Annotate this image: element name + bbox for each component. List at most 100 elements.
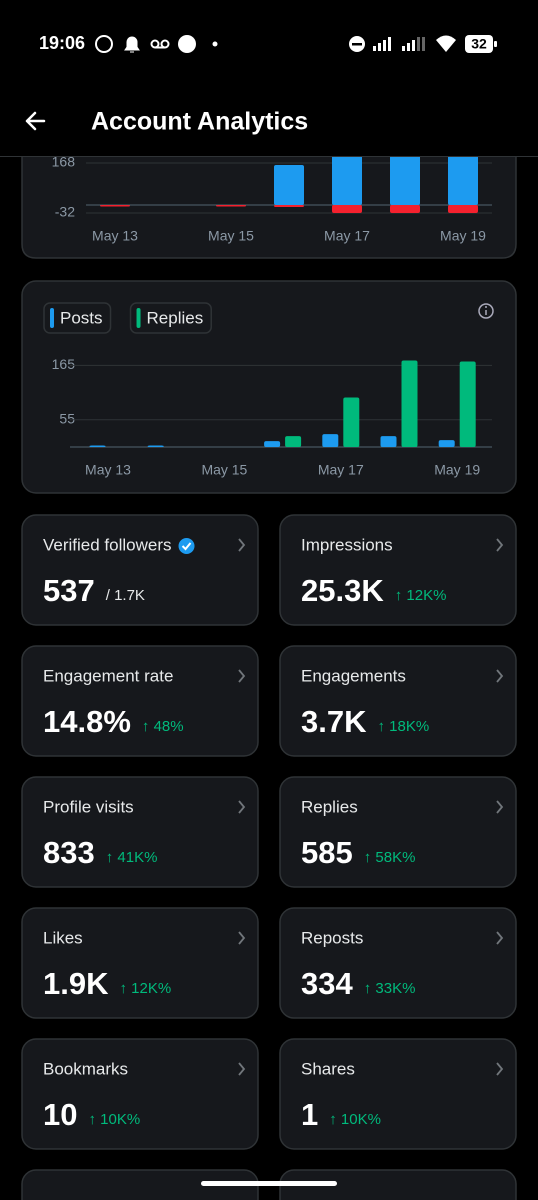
card-value: 537 xyxy=(43,573,95,608)
card-value: 3.7K xyxy=(301,704,367,739)
verified-badge xyxy=(178,538,195,554)
y-tick-label: 165 xyxy=(52,356,76,372)
metric-card[interactable] xyxy=(21,907,259,1019)
bar xyxy=(459,361,476,447)
metric-card[interactable] xyxy=(279,1038,517,1150)
bar xyxy=(438,440,455,447)
x-tick-label: May 17 xyxy=(318,462,364,478)
home-indicator xyxy=(201,1181,337,1186)
bar xyxy=(147,445,164,447)
card-value: 25.3K xyxy=(301,573,384,608)
header-bg xyxy=(0,0,538,156)
metric-card[interactable] xyxy=(21,776,259,888)
card-value: 585 xyxy=(301,835,353,870)
chevron xyxy=(238,669,246,683)
x-tick-label: May 19 xyxy=(440,228,486,244)
card-total: / 1.7K xyxy=(106,587,145,604)
x-tick-label: May 15 xyxy=(208,228,254,244)
card-value: 833 xyxy=(43,835,95,870)
bars xyxy=(100,157,478,213)
bell-icon xyxy=(124,36,140,53)
card-value: 1.9K xyxy=(43,966,109,1001)
chevron xyxy=(496,1062,504,1076)
bar xyxy=(332,205,362,213)
chevron xyxy=(496,669,504,683)
status-time: 19:06 xyxy=(39,33,85,53)
chevron xyxy=(238,800,246,814)
status-more xyxy=(212,41,218,47)
card-change: ↑ 18K% xyxy=(377,718,429,735)
legend-label: Replies xyxy=(147,308,204,327)
card-change: ↑ 12K% xyxy=(119,980,171,997)
bar xyxy=(274,205,304,207)
metric-card[interactable] xyxy=(21,1038,259,1150)
bars xyxy=(89,360,476,447)
back-button[interactable] xyxy=(25,111,46,131)
info-icon[interactable] xyxy=(478,303,494,319)
metric-card[interactable] xyxy=(21,514,259,626)
card-title: Profile visits xyxy=(43,797,134,816)
metric-card[interactable] xyxy=(21,645,259,757)
bar xyxy=(380,436,397,447)
legend-item xyxy=(129,302,212,334)
metric-card[interactable] xyxy=(279,907,517,1019)
bar xyxy=(285,436,302,447)
bar xyxy=(89,445,106,447)
card-title: Verified followers xyxy=(43,535,172,554)
card-title: Replies xyxy=(301,797,358,816)
bar xyxy=(216,205,246,207)
x-tick-label: May 13 xyxy=(85,462,131,478)
y-tick-label: 168 xyxy=(52,154,76,170)
wifi-icon xyxy=(436,35,456,52)
card-title: Engagements xyxy=(301,666,406,685)
metric-card[interactable] xyxy=(279,776,517,888)
status-bar: 19:06 32 xyxy=(39,33,497,53)
verified-check xyxy=(181,542,192,551)
bar xyxy=(343,397,360,447)
legend-swatch xyxy=(136,308,141,328)
card-change: ↑ 33K% xyxy=(364,980,416,997)
bar xyxy=(448,205,478,213)
card-value: 10 xyxy=(43,1097,77,1132)
x-tick-label: May 13 xyxy=(92,228,138,244)
bar xyxy=(322,434,339,447)
card-value: 1 xyxy=(301,1097,318,1132)
card-change: ↑ 10K% xyxy=(329,1111,381,1128)
bar xyxy=(274,165,304,205)
y-tick-label: 55 xyxy=(59,411,75,427)
x-tick-label: May 15 xyxy=(201,462,247,478)
chevron xyxy=(238,1062,246,1076)
chevron xyxy=(496,931,504,945)
battery-level: 32 xyxy=(471,36,487,52)
card-title: Bookmarks xyxy=(43,1059,128,1078)
card-title: Likes xyxy=(43,928,83,947)
chevron xyxy=(496,538,504,552)
chart-1: 168 -32 May 13 May 15 May 17 May 19 xyxy=(52,154,492,244)
card-title: Reposts xyxy=(301,928,363,947)
card-change: ↑ 58K% xyxy=(364,849,416,866)
bar xyxy=(401,360,418,447)
bar xyxy=(448,157,478,205)
bar xyxy=(390,157,420,205)
metric-card[interactable] xyxy=(279,514,517,626)
y-tick-label: -32 xyxy=(55,204,75,220)
signal-2 xyxy=(402,37,425,51)
legend-swatch xyxy=(50,308,54,328)
battery xyxy=(465,35,493,53)
card-title: Impressions xyxy=(301,535,393,554)
status-dot xyxy=(178,35,196,53)
metric-card[interactable] xyxy=(279,645,517,757)
chevron xyxy=(238,538,246,552)
voicemail-icon xyxy=(150,39,170,49)
bar xyxy=(264,441,281,447)
legend-label: Posts xyxy=(60,308,103,327)
bar xyxy=(390,205,420,213)
card-partial xyxy=(279,1169,517,1200)
bar xyxy=(100,205,130,207)
card-value: 334 xyxy=(301,966,353,1001)
card-change: ↑ 48% xyxy=(142,718,184,735)
whatsapp-icon xyxy=(95,35,113,53)
x-tick-label: May 19 xyxy=(434,462,480,478)
card-value: 14.8% xyxy=(43,704,131,739)
